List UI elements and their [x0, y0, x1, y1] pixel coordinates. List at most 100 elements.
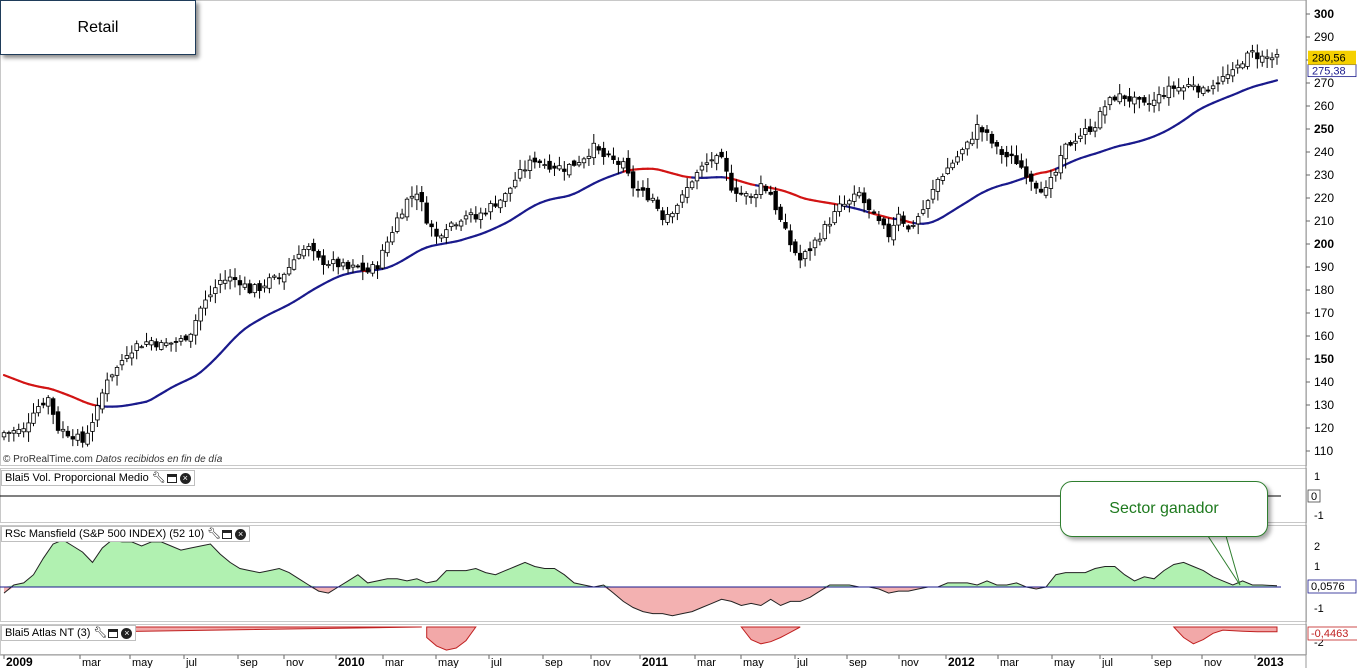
atlas-tick-label: -2 [1314, 637, 1324, 649]
y-tick-label: 300 [1314, 7, 1334, 21]
candle-body [970, 138, 975, 145]
candle-body [50, 398, 56, 415]
candle-body [630, 171, 636, 189]
candle-body [503, 193, 508, 202]
y-tick-label: 250 [1314, 122, 1334, 136]
window-icon[interactable] [108, 628, 119, 638]
candle-body [1245, 52, 1250, 67]
candle-body [119, 360, 125, 366]
candle-body [439, 235, 444, 239]
candle-body [159, 342, 164, 350]
candle-body [1210, 85, 1216, 90]
x-tick-label: nov [286, 657, 304, 668]
candle-body [557, 165, 562, 170]
candle-body [375, 265, 380, 270]
y-tick-label: 200 [1314, 237, 1334, 251]
mansfield-tick-label: -1 [1314, 603, 1324, 615]
candle-body [301, 249, 307, 257]
credit-site: © ProRealTime.com [3, 454, 93, 465]
candle-body [414, 193, 420, 201]
atlas-negative-area [1172, 626, 1278, 645]
moving-average-segment [228, 336, 237, 344]
candle-body [449, 222, 454, 228]
moving-average-segment [224, 341, 232, 350]
candle-body [444, 229, 449, 238]
candle-body [498, 199, 503, 209]
candle-body [399, 213, 405, 219]
x-tick-label: may [743, 657, 764, 668]
mansfield-value-label: 0,0576 [1311, 581, 1345, 593]
x-tick-label: mar [82, 657, 101, 668]
candle-body [340, 262, 346, 267]
candle-body [704, 162, 710, 165]
candle-body [547, 160, 552, 170]
close-icon[interactable]: × [121, 627, 133, 639]
candle-body [70, 436, 76, 440]
candle-body [626, 157, 631, 174]
candle-body [606, 153, 611, 156]
candle-body [419, 192, 424, 203]
panel-label-volume[interactable]: Blai5 Vol. Proporcional Medio 🔧︎ × [1, 470, 195, 486]
candle-body [802, 251, 808, 260]
candle-body [1088, 126, 1093, 133]
x-tick-label: sep [849, 657, 867, 668]
wrench-icon[interactable]: 🔧︎ [93, 627, 108, 639]
window-icon[interactable] [166, 473, 177, 483]
candle-body [1191, 84, 1196, 88]
x-tick-label: jul [1101, 657, 1113, 668]
credit-note: Datos recibidos en fin de día [95, 454, 223, 465]
candle-body [36, 406, 41, 414]
panel-label-atlas[interactable]: Blai5 Atlas NT (3) 🔧︎ × [1, 625, 137, 641]
candle-body [670, 213, 675, 218]
candle-body [517, 169, 523, 179]
candle-body [1014, 155, 1019, 165]
candle-body [345, 261, 351, 270]
candle-body [463, 215, 469, 220]
candle-body [286, 267, 292, 275]
atlas-negative-area [740, 626, 801, 645]
candle-body [1112, 96, 1117, 101]
candle-body [684, 187, 690, 198]
candle-body [350, 264, 356, 268]
sector-callout: Sector ganador [1060, 481, 1268, 537]
candle-body [1260, 55, 1265, 63]
candle-body [1043, 187, 1049, 196]
x-tick-label: may [132, 657, 153, 668]
candle-body [930, 189, 936, 200]
candle-body [213, 287, 218, 294]
candle-body [188, 333, 193, 342]
candle-body [1274, 54, 1280, 58]
candle-body [1269, 57, 1275, 61]
wrench-icon[interactable]: 🔧︎ [151, 472, 166, 484]
panel-title-atlas: Blai5 Atlas NT (3) [5, 626, 91, 639]
panel-label-mansfield[interactable]: RSc Mansfield (S&P 500 INDEX) (52 10) 🔧︎… [1, 526, 251, 542]
candle-body [960, 149, 965, 155]
candle-body [277, 277, 282, 280]
close-icon[interactable]: × [235, 528, 247, 540]
candle-body [1092, 127, 1098, 132]
candle-body [866, 199, 872, 211]
x-tick-label: jul [796, 657, 808, 668]
panel-title-volume: Blai5 Vol. Proporcional Medio [5, 471, 149, 484]
candle-body [611, 155, 616, 160]
candle-body [11, 430, 17, 434]
candle-body [689, 181, 695, 189]
candle-body [901, 215, 906, 224]
candle-body [773, 190, 778, 211]
atlas-value-box [1307, 626, 1357, 641]
candle-body [163, 342, 169, 346]
candle-body [871, 211, 877, 214]
window-icon[interactable] [222, 529, 233, 539]
candle-body [483, 212, 488, 215]
y-tick-label: 230 [1314, 168, 1334, 182]
x-tick-label: nov [901, 657, 919, 668]
candle-body [591, 142, 596, 159]
candle-body [218, 279, 223, 285]
candle-body [881, 218, 886, 226]
wrench-icon[interactable]: 🔧︎ [207, 528, 222, 540]
close-icon[interactable]: × [179, 472, 191, 484]
candle-body [41, 402, 46, 406]
candle-body [896, 213, 901, 226]
x-tick-label: sep [545, 657, 563, 668]
candle-body [237, 280, 243, 286]
